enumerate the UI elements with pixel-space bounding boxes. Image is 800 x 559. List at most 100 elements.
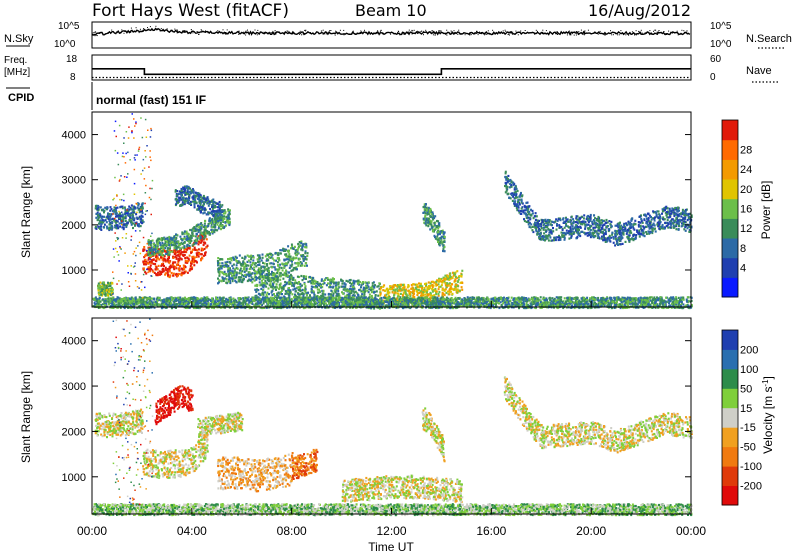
- data-cell: [244, 274, 246, 276]
- data-cell: [288, 253, 290, 255]
- data-cell: [265, 286, 267, 288]
- nsearch-point: [120, 32, 121, 33]
- data-cell: [548, 239, 550, 241]
- data-cell: [300, 293, 302, 295]
- data-cell: [215, 221, 217, 223]
- data-cell: [153, 246, 155, 248]
- data-cell: [189, 245, 191, 247]
- data-cell: [592, 233, 594, 235]
- data-cell: [576, 221, 578, 223]
- nsearch-point: [481, 33, 482, 34]
- data-cell: [246, 270, 248, 272]
- beam-title: Beam 10: [355, 1, 427, 20]
- data-cell: [545, 219, 547, 221]
- nsearch-point: [390, 34, 391, 35]
- data-cell: [244, 266, 246, 268]
- data-cell: [248, 256, 250, 258]
- freq-label-line1: Freq.: [4, 55, 27, 66]
- data-cell: [399, 287, 401, 289]
- data-cell: [371, 291, 373, 293]
- data-cell: [667, 207, 669, 209]
- data-cell: [272, 263, 274, 265]
- data-cell: [201, 248, 203, 250]
- data-cell: [195, 192, 197, 194]
- data-cell: [442, 289, 444, 291]
- data-cell: [538, 228, 540, 230]
- data-cell: [219, 271, 221, 273]
- data-cell: [229, 261, 231, 263]
- data-cell: [688, 213, 690, 215]
- nsearch-point: [96, 35, 97, 36]
- data-cell: [103, 216, 105, 218]
- data-cell: [300, 290, 302, 292]
- data-cell: [204, 229, 206, 231]
- nsearch-point: [515, 31, 516, 32]
- data-cell: [611, 232, 613, 234]
- data-cell: [240, 276, 242, 278]
- data-cell: [181, 274, 183, 276]
- data-cell: [100, 294, 102, 296]
- data-cell: [413, 296, 415, 298]
- data-cell: [442, 250, 444, 252]
- data-cell: [160, 256, 162, 258]
- nsearch-point: [492, 34, 493, 35]
- data-cell: [418, 282, 420, 284]
- data-cell: [207, 225, 209, 227]
- nsearch-point: [275, 32, 276, 33]
- data-cell: [187, 260, 189, 262]
- data-cell: [101, 288, 103, 290]
- data-cell: [251, 276, 253, 278]
- data-cell: [437, 239, 439, 241]
- data-cell: [440, 231, 442, 233]
- nsearch-point: [507, 32, 508, 33]
- data-cell: [436, 291, 438, 293]
- nsearch-point: [510, 31, 511, 32]
- nsearch-point: [183, 32, 184, 33]
- data-cell: [184, 230, 186, 232]
- nsearch-point: [191, 29, 192, 30]
- nsearch-point: [454, 30, 455, 31]
- data-cell: [657, 216, 659, 218]
- data-cell: [106, 216, 108, 218]
- nsearch-point: [294, 33, 295, 34]
- data-cell: [177, 241, 179, 243]
- nsearch-point: [542, 33, 543, 34]
- data-cell: [149, 255, 151, 257]
- data-cell: [294, 279, 296, 281]
- data-cell: [504, 185, 506, 187]
- data-cell: [242, 260, 244, 262]
- data-cell: [295, 262, 297, 264]
- data-cell: [96, 228, 98, 230]
- data-cell: [223, 226, 225, 228]
- data-cell: [135, 213, 137, 215]
- power-data-marks: [93, 113, 693, 310]
- data-cell: [181, 268, 183, 270]
- data-cell: [535, 227, 537, 229]
- nsearch-point: [654, 30, 655, 31]
- data-cell: [294, 267, 296, 269]
- data-cell: [272, 286, 274, 288]
- data-cell: [169, 247, 171, 249]
- data-cell: [211, 226, 213, 228]
- data-cell: [257, 261, 259, 263]
- nsearch-point: [108, 33, 109, 34]
- nsearch-point: [414, 30, 415, 31]
- nsearch-point: [398, 31, 399, 32]
- data-cell: [540, 232, 542, 234]
- data-cell: [264, 291, 266, 293]
- data-cell: [676, 210, 678, 212]
- data-cell: [251, 281, 253, 283]
- data-cell: [165, 267, 167, 269]
- nsearch-point: [205, 30, 206, 31]
- data-cell: [266, 263, 268, 265]
- data-cell: [260, 276, 262, 278]
- data-cell: [111, 221, 113, 223]
- data-cell: [640, 225, 642, 227]
- nsearch-point: [584, 34, 585, 35]
- data-cell: [538, 237, 540, 239]
- data-cell: [99, 289, 101, 291]
- nsearch-point: [260, 32, 261, 33]
- nsearch-point: [99, 32, 100, 33]
- data-cell: [182, 243, 184, 245]
- data-cell: [203, 204, 205, 206]
